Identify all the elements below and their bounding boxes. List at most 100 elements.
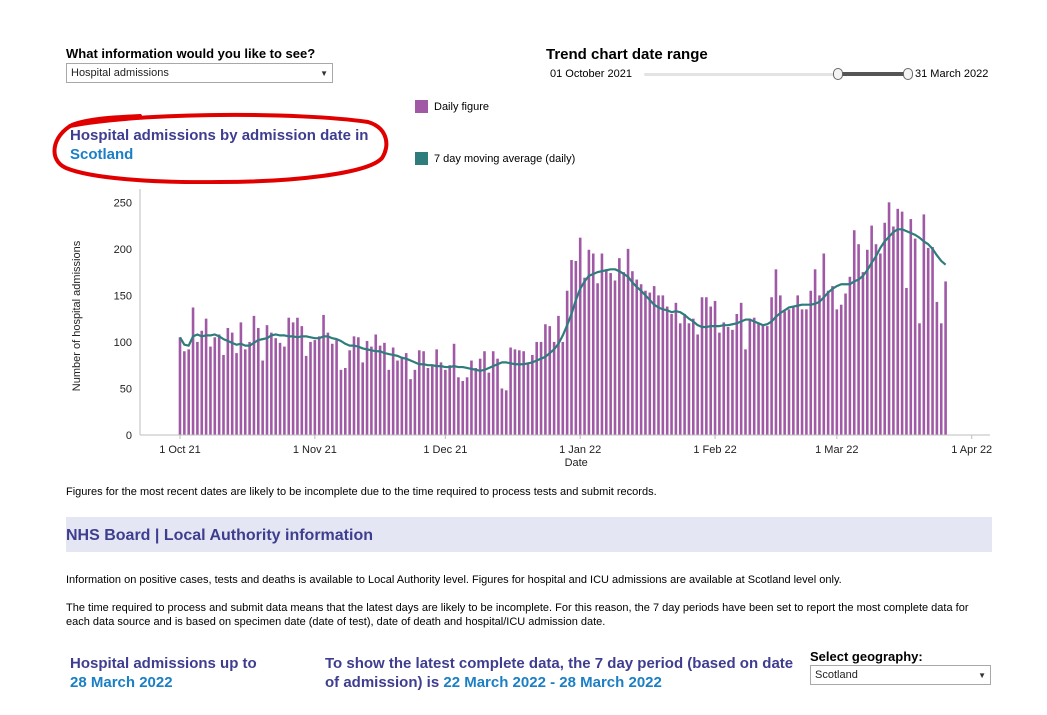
admissions-up-to: Hospital admissions up to 28 March 2022: [70, 654, 257, 692]
daily-bar: [726, 327, 730, 435]
daily-bar: [200, 330, 204, 435]
legend-label-avg: 7 day moving average (daily): [434, 152, 576, 165]
info-question-label: What information would you like to see?: [66, 46, 316, 61]
daily-bar: [435, 349, 438, 435]
daily-bar: [526, 363, 530, 435]
daily-bar: [187, 349, 190, 435]
section-banner-title: NHS Board | Local Authority information: [66, 527, 373, 544]
daily-bar: [552, 341, 556, 435]
daily-bar: [509, 347, 512, 435]
legend-daily: Daily figure: [415, 100, 489, 113]
daily-bar: [761, 325, 765, 435]
daily-bar: [631, 271, 634, 435]
daily-bar: [652, 286, 656, 435]
daily-bar: [457, 377, 460, 435]
geography-label: Select geography:: [810, 649, 923, 664]
daily-bar: [670, 314, 673, 435]
daily-bar: [692, 318, 695, 435]
daily-bar: [874, 244, 878, 435]
date-range-end-handle[interactable]: [903, 68, 913, 80]
chevron-down-icon: ▼: [320, 68, 328, 78]
daily-bar: [826, 290, 830, 435]
chart-title-place: Scotland: [70, 146, 134, 163]
daily-bar: [587, 249, 591, 435]
daily-bar: [609, 273, 612, 435]
daily-bar: [296, 317, 299, 435]
x-tick-label: 1 Mar 22: [815, 444, 858, 456]
daily-bar: [196, 341, 199, 435]
daily-bar: [500, 388, 504, 435]
daily-bar: [787, 309, 791, 435]
daily-bar: [752, 317, 756, 435]
daily-bar: [557, 315, 560, 435]
daily-bar: [326, 332, 330, 435]
daily-bar: [622, 272, 625, 435]
y-tick-label: 150: [114, 290, 132, 302]
daily-bar: [330, 343, 334, 435]
daily-bar: [470, 360, 473, 435]
period-end: 28 March 2022: [559, 674, 662, 691]
info-paragraph-1: Information on positive cases, tests and…: [66, 574, 842, 586]
daily-bar: [831, 286, 834, 435]
daily-bar: [183, 351, 186, 435]
daily-bar: [852, 230, 856, 435]
daily-bar: [235, 353, 238, 435]
daily-bar: [809, 290, 813, 435]
daily-bar: [439, 362, 443, 435]
admissions-chart: 0 50 100 150 200 250 1 Oct 21 1 Nov 21 1 Dec 21…: [71, 189, 992, 469]
daily-bar: [417, 350, 421, 435]
info-select[interactable]: Hospital admissions ▼: [66, 63, 333, 83]
section-banner: NHS Board | Local Authority information: [66, 517, 992, 552]
daily-bar: [252, 315, 256, 435]
daily-bar: [239, 322, 243, 435]
chart-title-line: Hospital admissions by admission date in: [70, 127, 369, 144]
daily-bar: [748, 318, 752, 435]
daily-bar: [591, 253, 595, 435]
geography-select[interactable]: Scotland ▼: [810, 665, 991, 685]
daily-bar: [309, 341, 312, 435]
daily-bar: [644, 290, 647, 435]
daily-bar: [474, 367, 478, 435]
daily-bar: [504, 390, 508, 435]
incomplete-data-note: Figures for the most recent dates are li…: [66, 486, 657, 498]
daily-bar: [866, 249, 869, 435]
daily-bar: [939, 323, 943, 435]
daily-bar: [792, 307, 795, 435]
daily-bar: [191, 307, 195, 435]
y-tick-label: 100: [114, 337, 132, 349]
daily-bar: [361, 362, 364, 435]
daily-bar: [483, 351, 486, 435]
daily-bar: [596, 283, 599, 435]
daily-bar: [422, 351, 425, 435]
daily-bar: [270, 332, 273, 435]
daily-bar: [531, 354, 534, 435]
chevron-down-icon: ▼: [978, 670, 986, 680]
date-range-start-handle[interactable]: [833, 68, 843, 80]
date-range-end: 31 March 2022: [915, 68, 989, 80]
daily-bar: [426, 367, 430, 435]
daily-bar: [783, 311, 786, 435]
daily-bars: [178, 202, 947, 435]
daily-bar: [452, 343, 456, 435]
date-range-slider-selection[interactable]: [838, 72, 908, 76]
date-range-slider-track[interactable]: [644, 73, 910, 76]
daily-bar: [709, 306, 712, 435]
x-tick-label: 1 Apr 22: [951, 444, 992, 456]
admissions-up-to-date: 28 March 2022: [70, 674, 173, 691]
daily-bar: [570, 260, 573, 435]
daily-bar: [739, 302, 743, 435]
daily-bar: [204, 318, 208, 435]
daily-bar: [291, 322, 295, 435]
daily-bar: [931, 246, 934, 435]
daily-bar: [387, 369, 391, 435]
legend-avg: 7 day moving average (daily): [415, 152, 575, 165]
daily-bar: [657, 295, 660, 435]
daily-bar: [287, 317, 291, 435]
daily-bar: [870, 225, 873, 435]
y-axis-ticks: 0 50 100 150 200 250: [114, 197, 132, 442]
daily-bar: [635, 279, 639, 435]
daily-bar: [774, 269, 778, 435]
daily-bar: [178, 337, 182, 435]
x-tick-label: 1 Jan 22: [559, 444, 601, 456]
daily-bar: [678, 323, 682, 435]
